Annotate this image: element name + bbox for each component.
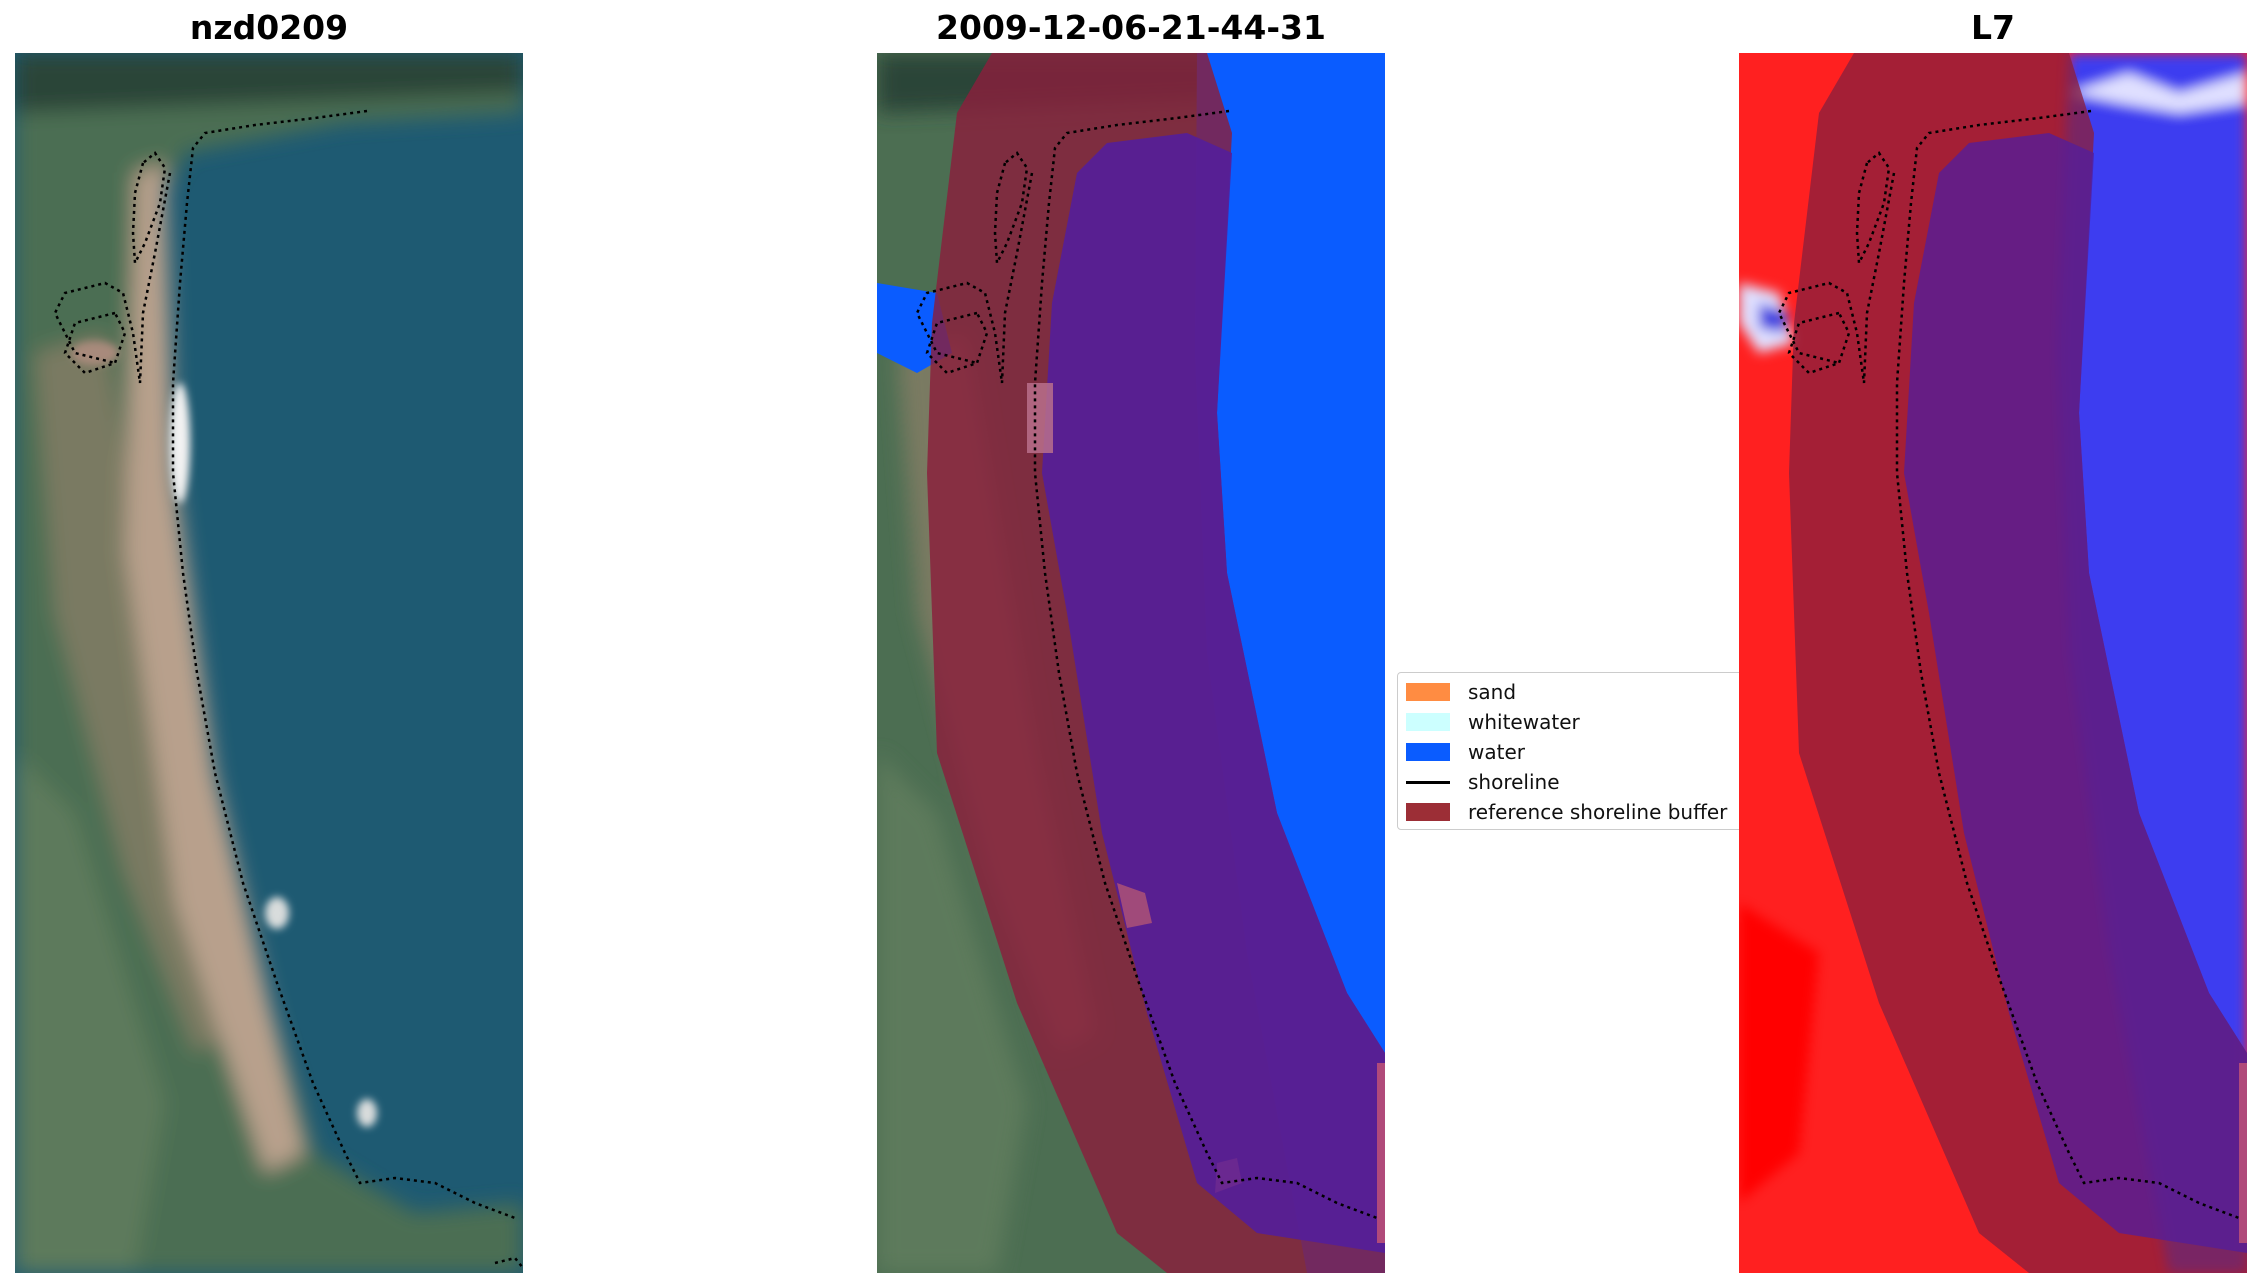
panel-title-index: L7: [1971, 8, 2015, 47]
panel-title-classified: 2009-12-06-21-44-31: [936, 8, 1326, 47]
legend-item-whitewater: whitewater: [1406, 709, 1580, 735]
legend-label-shoreline: shoreline: [1468, 770, 1560, 794]
classified-image: [877, 53, 1385, 1273]
whitewater-swatch: [1406, 713, 1450, 731]
legend-item-shoreline: shoreline: [1406, 769, 1560, 795]
legend: sand whitewater water shoreline referenc…: [1397, 672, 1747, 830]
sand-swatch: [1406, 683, 1450, 701]
legend-item-water: water: [1406, 739, 1525, 765]
panel-title-rgb: nzd0209: [189, 8, 349, 47]
water-swatch: [1406, 743, 1450, 761]
legend-label-sand: sand: [1468, 680, 1517, 704]
shoreline-line-swatch: [1406, 780, 1450, 784]
buffer-swatch: [1406, 803, 1450, 821]
index-image: [1739, 53, 2247, 1273]
legend-label-water: water: [1468, 740, 1525, 764]
legend-item-sand: sand: [1406, 679, 1516, 705]
legend-label-whitewater: whitewater: [1468, 710, 1580, 734]
legend-item-buffer: reference shoreline buffer: [1406, 799, 1727, 825]
rgb-satellite-image: [15, 53, 523, 1273]
legend-label-buffer: reference shoreline buffer: [1468, 800, 1728, 824]
